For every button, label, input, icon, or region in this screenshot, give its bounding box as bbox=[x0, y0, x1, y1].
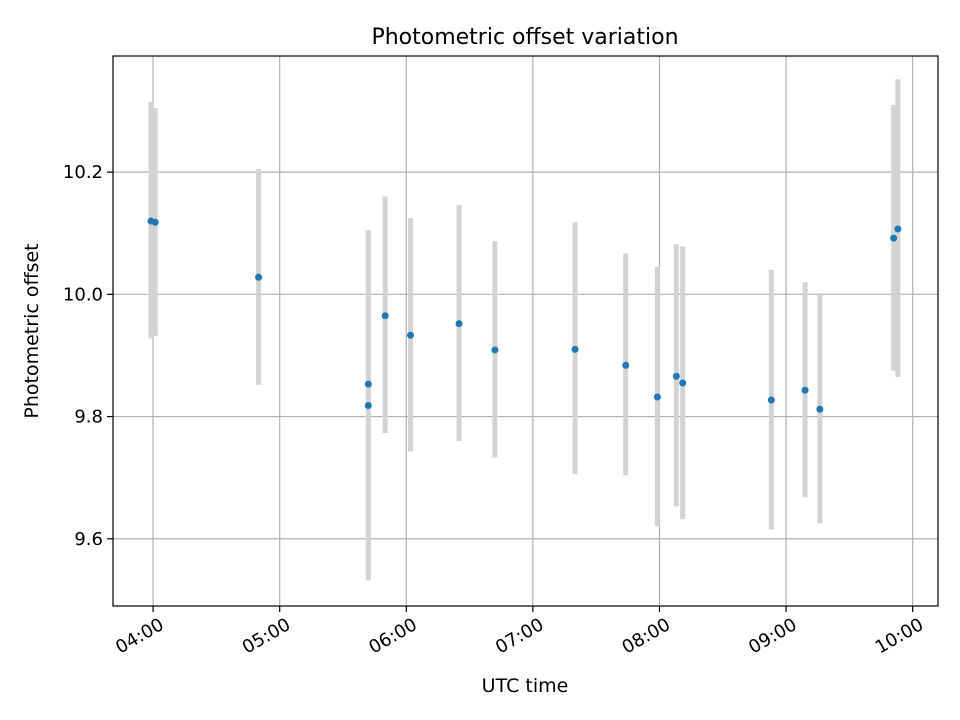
x-tick-label: 09:00 bbox=[745, 614, 800, 658]
x-tick-label: 04:00 bbox=[112, 614, 167, 658]
y-tick-label: 9.8 bbox=[74, 407, 103, 428]
data-point bbox=[571, 345, 579, 353]
x-tick-label: 08:00 bbox=[619, 614, 674, 658]
data-point bbox=[151, 218, 159, 226]
data-point bbox=[364, 380, 372, 388]
chart-title: Photometric offset variation bbox=[371, 25, 678, 50]
data-points bbox=[147, 217, 902, 413]
data-point bbox=[381, 312, 389, 320]
x-tick-label: 10:00 bbox=[872, 614, 927, 658]
y-axis-label: Photometric offset bbox=[21, 243, 43, 418]
data-point bbox=[894, 225, 902, 233]
data-point bbox=[672, 372, 680, 380]
data-point bbox=[455, 320, 463, 328]
data-point bbox=[407, 331, 415, 339]
data-point bbox=[622, 361, 630, 369]
data-point bbox=[890, 234, 898, 242]
data-point bbox=[255, 273, 263, 281]
data-point bbox=[653, 393, 661, 401]
y-tick-label: 9.6 bbox=[74, 529, 103, 550]
data-point bbox=[364, 402, 372, 410]
plot-frame bbox=[112, 55, 939, 607]
y-tick-label: 10.0 bbox=[63, 284, 103, 305]
y-tick-label: 10.2 bbox=[63, 162, 103, 183]
data-point bbox=[767, 396, 775, 404]
x-tick-label: 06:00 bbox=[365, 614, 420, 658]
x-tick-label: 05:00 bbox=[239, 614, 294, 658]
x-axis-label: UTC time bbox=[482, 675, 569, 697]
data-point bbox=[491, 346, 499, 354]
data-point bbox=[679, 379, 687, 387]
data-point bbox=[801, 386, 809, 394]
grid-lines bbox=[113, 56, 938, 606]
y-axis-ticks: 9.6 9.8 10.0 10.2 bbox=[63, 162, 113, 550]
data-point bbox=[816, 405, 824, 413]
x-tick-label: 07:00 bbox=[492, 614, 547, 658]
x-axis-ticks: 04:00 05:00 06:00 07:00 08:00 09:00 10:00 bbox=[112, 606, 927, 658]
